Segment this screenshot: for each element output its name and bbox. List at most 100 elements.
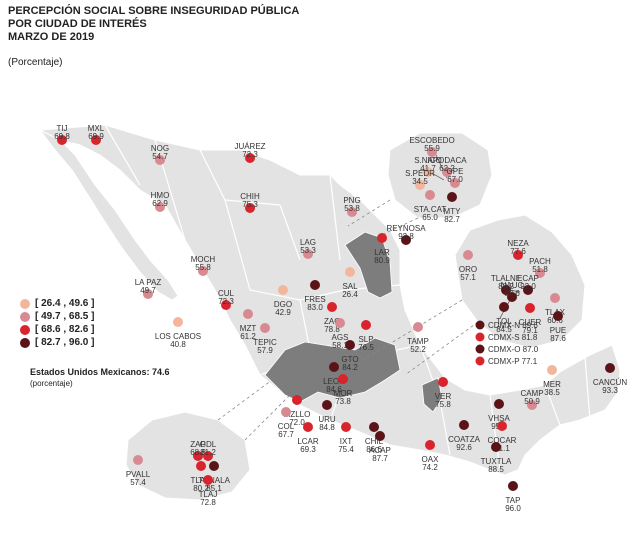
city-label-fres: FRES 83.0	[304, 295, 325, 312]
national-value: 74.6	[152, 367, 170, 377]
city-label-tonala: TONALA 85.1	[198, 476, 231, 493]
city-marker-oro	[463, 250, 473, 260]
city-label-sal: SAL 26.4	[342, 282, 358, 299]
city-label-nog: NOG 54.7	[151, 144, 169, 161]
city-label-oro: ORO 57.1	[459, 265, 477, 282]
city-marker-ju-rez	[245, 153, 255, 163]
baja-california-shape	[39, 129, 179, 301]
city-label-chil: CHIL 86.6	[365, 437, 384, 454]
legend-row: [ 26.4 , 49.6 ]	[20, 297, 94, 310]
city-label-camp: CAMP 50.9	[520, 389, 543, 406]
city-marker-col	[281, 407, 291, 417]
legend-swatch	[20, 298, 30, 309]
city-marker-nog	[155, 155, 165, 165]
city-label-sta-cat: STA.CAT 65.0	[414, 205, 447, 222]
city-marker-cdmx-n	[475, 320, 485, 330]
city-marker-hmo	[155, 202, 165, 212]
city-marker-ecap	[523, 285, 533, 295]
city-marker-canc-n	[605, 363, 615, 373]
city-marker-pvall	[133, 455, 143, 465]
city-marker-tepic	[260, 323, 270, 333]
highlight-region-northeast	[344, 231, 393, 299]
city-label-tuxtla: TUXTLA 88.5	[481, 457, 512, 474]
city-marker-leon	[329, 362, 339, 372]
city-label-tlalne: TLALNE 88.2	[491, 274, 521, 291]
city-label-acap: ACAP 87.7	[369, 446, 391, 463]
city-marker-png	[347, 207, 357, 217]
city-marker-nauc	[507, 292, 517, 302]
city-marker-los-cabos	[173, 317, 183, 327]
city-label-gdl: GDL 81.2	[200, 440, 217, 457]
city-label-nauc: NAUC 88.6	[501, 281, 524, 298]
city-marker-lag	[303, 249, 313, 259]
legend-label: [ 68.6 , 82.6 ]	[35, 324, 95, 335]
map-subtitle: (Porcentaje)	[8, 57, 63, 68]
city-marker-tlalne	[501, 285, 511, 295]
city-label-coatza: COATZA 92.6	[448, 435, 481, 452]
city-marker-mxl	[91, 135, 101, 145]
city-marker-tij	[57, 135, 67, 145]
city-label-zap: ZAP 68.6	[190, 440, 206, 457]
legend-label: [ 49.7 , 68.5 ]	[35, 311, 95, 322]
city-label-mzllo: MZLLO 72.0	[284, 410, 311, 427]
city-label-cuer: CUER 79.1	[519, 318, 542, 335]
city-label-cdmx-n: CDMX-N 89.6	[488, 321, 538, 330]
legend-row: [ 49.7 , 68.5 ]	[20, 310, 94, 323]
city-label-cocar: COCAR 71.1	[488, 436, 517, 453]
title-line-1: PERCEPCIÓN SOCIAL SOBRE INSEGURIDAD PÚBL…	[8, 5, 300, 17]
legend-label: [ 26.4 , 49.6 ]	[35, 298, 95, 309]
city-marker-pue	[553, 311, 563, 321]
city-label-leon: LEON 84.6	[323, 377, 345, 394]
city-label-neza: NEZA 77.6	[507, 239, 529, 256]
city-marker-escobedo	[427, 147, 437, 157]
city-marker-mty	[447, 192, 457, 202]
city-label-tepic: TEPIC 57.9	[253, 338, 277, 355]
title-line-2: POR CIUDAD DE INTERÉS	[8, 18, 147, 30]
city-label-escobedo: ESCOBEDO 55.9	[409, 136, 454, 153]
city-marker-lar	[377, 233, 387, 243]
city-label-lar: LAR 80.9	[374, 248, 390, 265]
city-marker-tlaj	[203, 475, 213, 485]
city-label-canc-n: CANCÚN 93.3	[593, 378, 627, 395]
city-label-apodaca: APODACA 62.2	[427, 156, 467, 173]
city-marker-moch	[198, 266, 208, 276]
city-marker-pach	[535, 268, 545, 278]
city-label-reynosa: REYNOSA 92.8	[386, 224, 426, 241]
city-label-ver: VER 75.8	[435, 392, 452, 409]
city-marker-gto	[345, 340, 355, 350]
city-marker-chih	[245, 203, 255, 213]
city-marker-gdl	[203, 451, 213, 461]
city-label-lcar: LCAR 69.3	[297, 437, 319, 454]
city-label-la-paz: LA PAZ 49.7	[135, 278, 162, 295]
legend-row: [ 68.6 , 82.6 ]	[20, 323, 94, 336]
city-label-mxl: MXL 69.9	[88, 124, 105, 141]
national-sub: (porcentaje)	[30, 379, 73, 388]
city-marker-tol	[499, 302, 509, 312]
legend-label: [ 82.7 , 96.0 ]	[35, 337, 95, 348]
city-marker-coatza	[459, 420, 469, 430]
city-label-gpe: GPE 67.0	[447, 167, 464, 184]
city-marker-fres	[310, 280, 320, 290]
city-marker-cul	[221, 300, 231, 310]
city-marker-neza	[513, 250, 523, 260]
city-label-s-nico: S.NICO 41.7	[414, 156, 442, 173]
city-label-mty: MTY 82.7	[444, 207, 462, 224]
city-marker-cdmx-s	[475, 332, 485, 342]
city-label-ecap: ECAP 92.0	[517, 274, 539, 291]
city-label-moch: MOCH 55.8	[191, 255, 216, 272]
city-label-mer: MER 38.5	[543, 380, 561, 397]
city-marker-s-pedr	[415, 180, 425, 190]
city-label-hmo: HMO 62.9	[151, 191, 170, 208]
city-label-ixt: IXT 75.4	[338, 437, 354, 454]
city-marker-chil	[369, 422, 379, 432]
city-marker-ver	[438, 377, 448, 387]
city-marker-tlax	[550, 293, 560, 303]
city-marker-cocar	[497, 421, 507, 431]
city-label-cdmx-p: CDMX-P 77.1	[488, 357, 538, 366]
city-label-slp: SLP 76.5	[358, 335, 374, 352]
city-label-cul: CUL 72.3	[218, 289, 235, 306]
city-marker-mzllo	[292, 395, 302, 405]
city-marker-vhsa	[494, 399, 504, 409]
city-label-pue: PUE 87.6	[550, 326, 567, 343]
city-marker-cuer	[525, 303, 535, 313]
